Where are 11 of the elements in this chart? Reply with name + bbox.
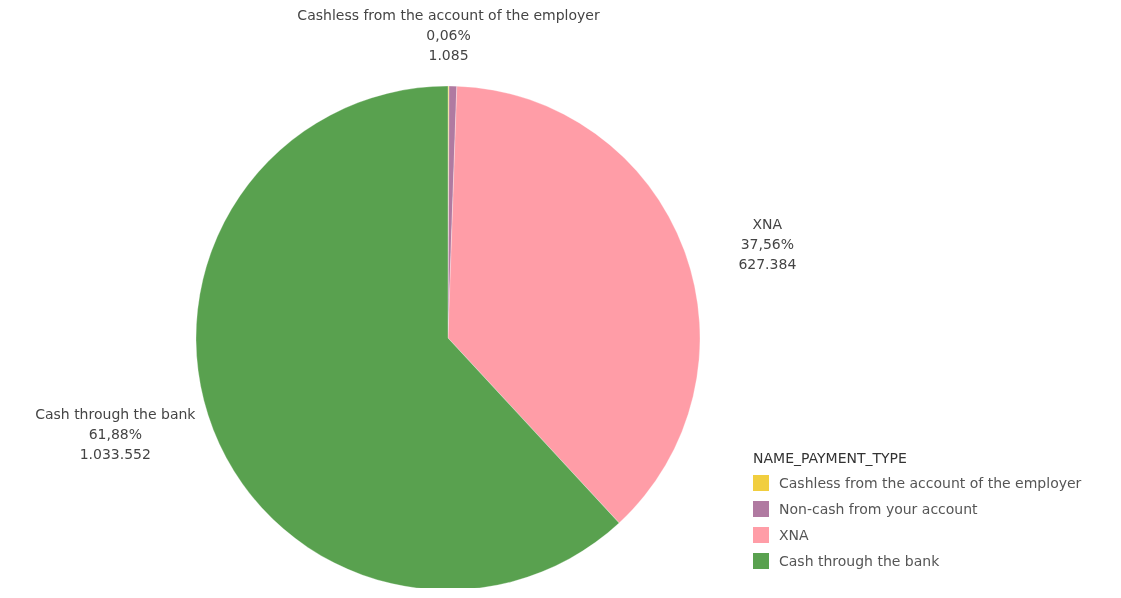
data-label: 61,88% 1.033.552 [79,425,151,462]
data-label: 0,06% 1.085 [426,27,471,63]
slice-label: Cash through the bank [35,405,197,422]
data-label: 37,56% 627.384 [738,236,797,273]
legend-label: XNA [779,527,810,543]
slice-label: XNA [752,216,783,233]
legend-label: Cashless from the account of the employer [779,475,1082,491]
legend-title: NAME_PAYMENT_TYPE [753,450,907,466]
legend-label: Cash through the bank [779,553,941,569]
slice-label: Cashless from the account of the employer [297,7,600,23]
legend-label: Non-cash from your account [779,501,979,517]
